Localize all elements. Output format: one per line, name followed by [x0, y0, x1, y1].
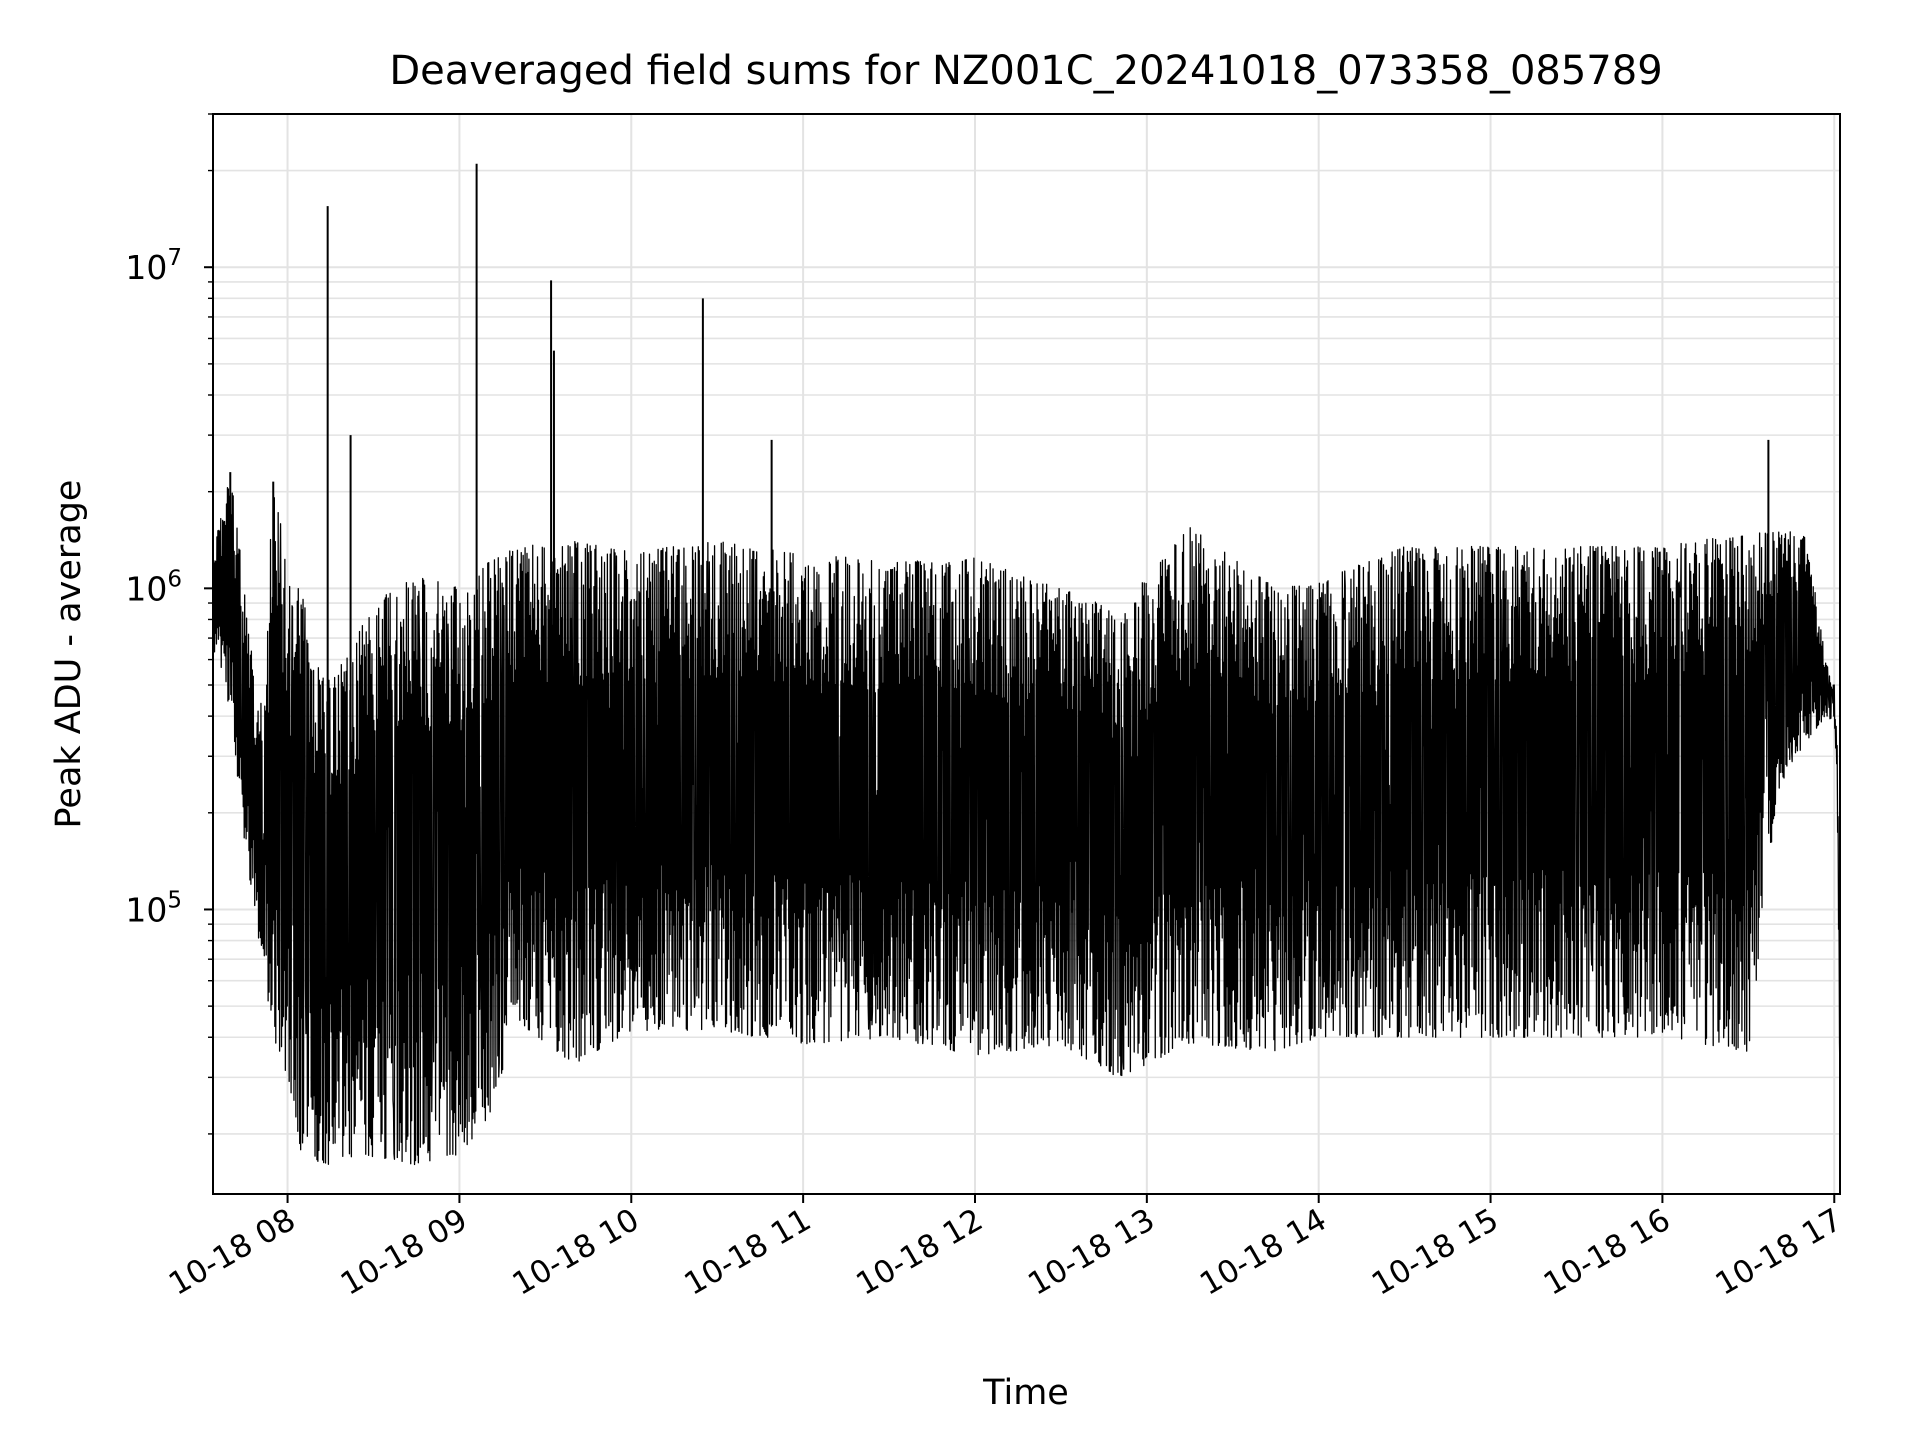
- x-axis-label: Time: [982, 1373, 1069, 1413]
- chart-title: Deaveraged field sums for NZ001C_2024101…: [389, 48, 1662, 94]
- y-axis-label: Peak ADU - average: [49, 480, 89, 829]
